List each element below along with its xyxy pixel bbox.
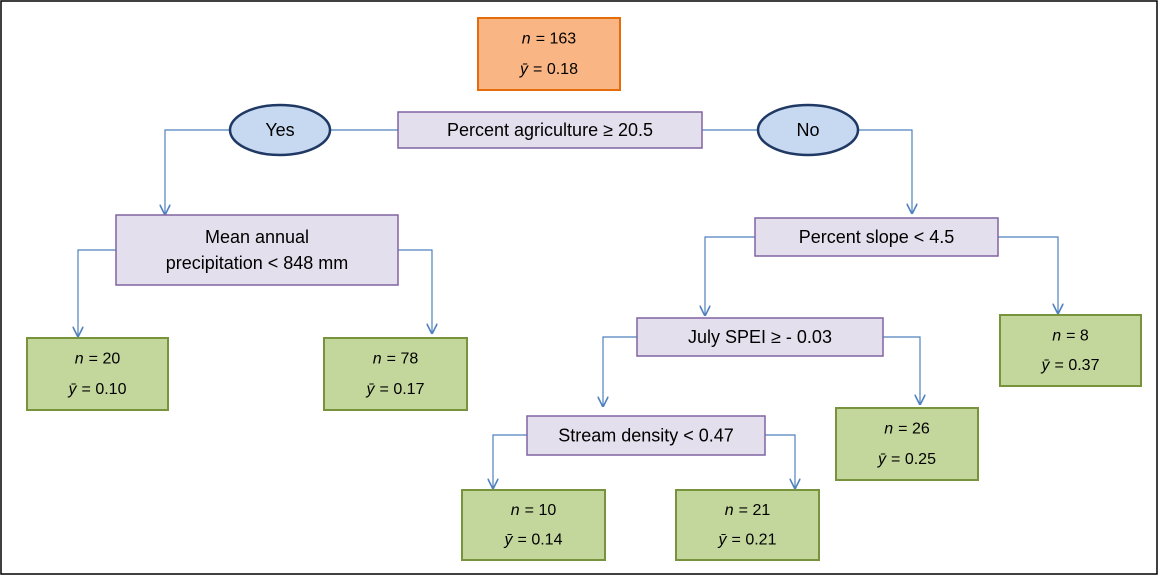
split-label: precipitation < 848 mm (166, 253, 349, 273)
stat-value: = 0.10 (82, 381, 127, 398)
leaf-node-box (999, 314, 1142, 387)
split-box (754, 217, 999, 257)
branch-no: No (756, 103, 860, 157)
split-label: July SPEI ≥ - 0.03 (688, 327, 832, 347)
stat-symbol: n (75, 351, 84, 368)
stat-line: n = 8 (1052, 328, 1089, 345)
split-node: July SPEI ≥ - 0.03 (636, 317, 884, 357)
stat-symbol: ȳ (68, 381, 78, 398)
stat-symbol: n (373, 351, 382, 368)
no-label: No (796, 120, 819, 140)
stat-value: = 0.14 (518, 532, 563, 549)
split-box (526, 415, 766, 456)
split-label: Stream density < 0.47 (558, 425, 734, 445)
branch-yes: Yes (228, 103, 332, 157)
split-box (115, 214, 399, 286)
leaf-node-box (675, 489, 820, 561)
stat-line: ȳ = 0.18 (519, 61, 578, 78)
split-label: Percent slope < 4.5 (799, 227, 955, 247)
leaf-node: n = 8 ȳ = 0.37 (999, 314, 1142, 387)
leaf-node-box (835, 407, 979, 481)
stat-value: = 0.18 (533, 61, 578, 78)
stat-symbol: n (884, 421, 893, 438)
stat-value: = 0.25 (891, 451, 936, 468)
stat-value: = 163 (536, 31, 577, 48)
stat-line: ȳ = 0.21 (718, 532, 777, 549)
split-node: Percent slope < 4.5 (754, 217, 999, 257)
stat-line: n = 163 (522, 31, 576, 48)
leaf-node: n = 21 ȳ = 0.21 (675, 489, 820, 561)
stat-line: n = 20 (75, 351, 121, 368)
stat-value: = 21 (739, 502, 771, 519)
leaf-node-box (26, 337, 169, 411)
stat-symbol: ȳ (718, 532, 728, 549)
stat-symbol: ȳ (877, 451, 887, 468)
stat-line: ȳ = 0.25 (877, 451, 936, 468)
stat-value: = 0.21 (732, 532, 777, 549)
root-node-box (477, 17, 621, 91)
stat-symbol: n (725, 502, 734, 519)
split-node: Stream density < 0.47 (526, 415, 766, 456)
stat-line: ȳ = 0.17 (366, 381, 425, 398)
split-node: Percent agriculture ≥ 20.5 (397, 111, 703, 149)
split-label: Mean annual (205, 227, 309, 247)
stat-value: = 0.17 (380, 381, 425, 398)
stat-value: = 20 (89, 351, 121, 368)
stat-value: = 0.37 (1055, 357, 1100, 374)
stat-symbol: n (1052, 328, 1061, 345)
split-box (636, 317, 884, 357)
stat-symbol: ȳ (1041, 357, 1051, 374)
stat-line: ȳ = 0.10 (68, 381, 127, 398)
root-node: n = 163 ȳ = 0.18 (477, 17, 621, 91)
stat-symbol: ȳ (519, 61, 529, 78)
leaf-node-box (461, 489, 606, 561)
stat-symbol: n (522, 31, 531, 48)
connectors (78, 129, 1058, 488)
leaf-node: n = 10 ȳ = 0.14 (461, 489, 606, 561)
leaf-node-box (323, 337, 468, 411)
stat-value: = 10 (525, 502, 557, 519)
stat-line: n = 26 (884, 421, 930, 438)
stat-line: n = 78 (373, 351, 419, 368)
stat-symbol: n (511, 502, 520, 519)
stat-line: ȳ = 0.14 (504, 532, 563, 549)
leaf-node: n = 78 ȳ = 0.17 (323, 337, 468, 411)
no-ellipse (756, 103, 860, 157)
split-node: Mean annual precipitation < 848 mm (115, 214, 399, 286)
stat-line: n = 10 (511, 502, 557, 519)
stat-value: = 8 (1066, 328, 1089, 345)
yes-label: Yes (265, 120, 294, 140)
yes-ellipse (228, 103, 332, 157)
stat-line: ȳ = 0.37 (1041, 357, 1100, 374)
split-box (397, 111, 703, 149)
stat-symbol: ȳ (366, 381, 376, 398)
stat-value: = 78 (387, 351, 419, 368)
stat-line: n = 21 (725, 502, 771, 519)
leaf-node: n = 20 ȳ = 0.10 (26, 337, 169, 411)
stat-symbol: ȳ (504, 532, 514, 549)
split-label: Percent agriculture ≥ 20.5 (447, 120, 653, 140)
stat-value: = 26 (898, 421, 930, 438)
leaf-node: n = 26 ȳ = 0.25 (835, 407, 979, 481)
